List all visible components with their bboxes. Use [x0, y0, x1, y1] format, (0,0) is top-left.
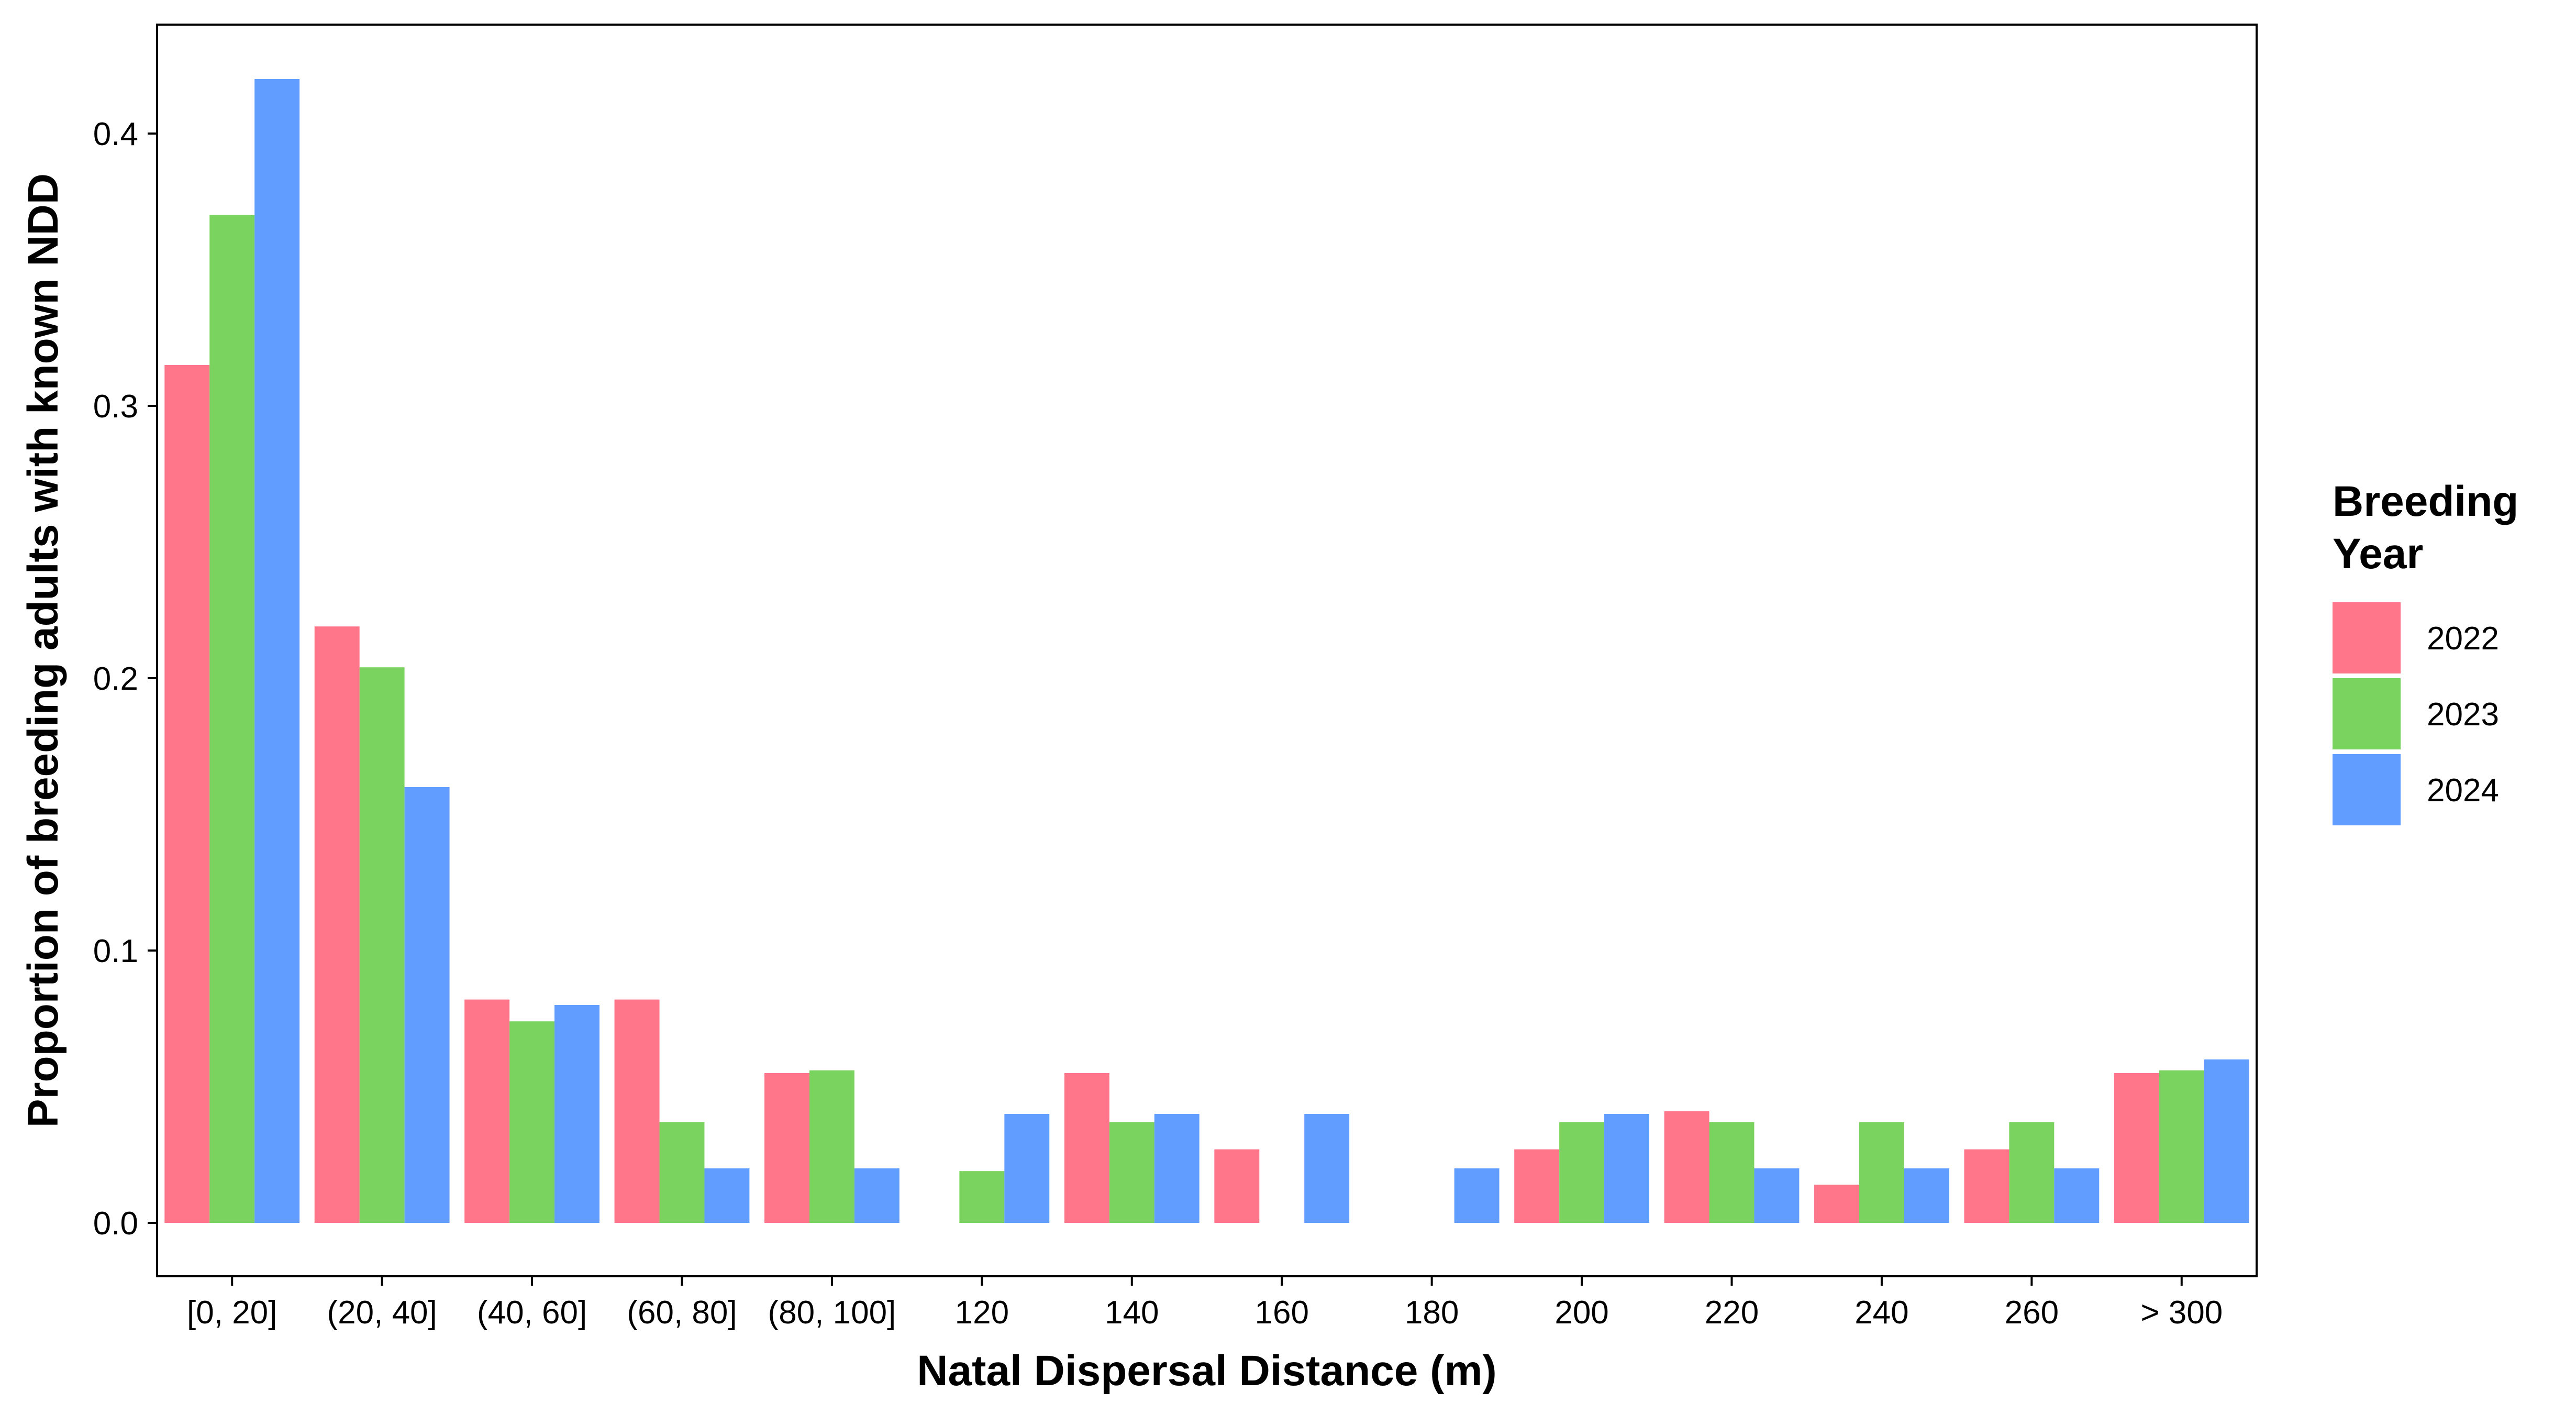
x-tick-label: (80, 100] [768, 1295, 896, 1331]
x-tick-label: > 300 [2140, 1295, 2223, 1331]
y-axis-title: Proportion of breeding adults with known… [19, 173, 67, 1128]
x-tick-label: (60, 80] [627, 1295, 737, 1331]
x-tick-label: 200 [1555, 1295, 1608, 1331]
bar-2023-4 [659, 1122, 705, 1223]
bar-2022-12 [1814, 1185, 1859, 1223]
bar-2024-14 [2204, 1059, 2249, 1223]
y-tick-label: 0.4 [93, 116, 138, 152]
x-tick-label: 260 [2005, 1295, 2059, 1331]
y-tick-label: 0.0 [93, 1206, 138, 1242]
bar-2024-4 [704, 1168, 750, 1223]
x-tick-label: 220 [1705, 1295, 1759, 1331]
legend-title-line-1: Breeding [2333, 478, 2518, 525]
bar-2024-8 [1304, 1114, 1350, 1223]
bar-2024-5 [854, 1168, 900, 1223]
y-axis: 0.0 0.1 0.2 0.3 0.4 [93, 116, 157, 1242]
bar-2024-2 [404, 787, 450, 1223]
bar-2023-7 [1109, 1122, 1154, 1223]
x-tick-label: 160 [1254, 1295, 1308, 1331]
bar-2022-4 [614, 999, 660, 1223]
bar-2022-10 [1514, 1149, 1560, 1223]
bar-2023-10 [1559, 1122, 1605, 1223]
legend-title-line-2: Year [2333, 530, 2423, 578]
bar-2024-10 [1604, 1114, 1649, 1223]
bar-2024-12 [1904, 1168, 1949, 1223]
x-tick-label: (40, 60] [477, 1295, 587, 1331]
x-axis: [0, 20] (20, 40] (40, 60] (60, 80] (80, 100]… [187, 1276, 2223, 1331]
bar-2022-2 [314, 626, 360, 1223]
x-tick-label: [0, 20] [187, 1295, 277, 1331]
bar-2022-14 [2114, 1073, 2159, 1223]
bar-2022-5 [764, 1073, 809, 1223]
bar-2023-1 [209, 215, 255, 1223]
bar-2024-9 [1454, 1168, 1500, 1223]
bar-2022-13 [1964, 1149, 2009, 1223]
bar-2024-6 [1004, 1114, 1050, 1223]
legend-key-2024 [2333, 754, 2401, 825]
bar-2022-8 [1214, 1149, 1260, 1223]
legend-label-2023: 2023 [2427, 697, 2499, 733]
legend: Breeding Year 2022 2023 2024 [2333, 478, 2518, 825]
bar-2024-13 [2054, 1168, 2100, 1223]
bar-2023-3 [509, 1021, 555, 1223]
x-tick-label: (20, 40] [327, 1295, 437, 1331]
bar-2023-12 [1859, 1122, 1904, 1223]
bar-2023-5 [809, 1070, 854, 1223]
bar-2024-11 [1754, 1168, 1800, 1223]
legend-key-2022 [2333, 602, 2401, 673]
x-tick-label: 140 [1105, 1295, 1159, 1331]
bar-2024-7 [1154, 1114, 1200, 1223]
bar-2022-3 [464, 999, 510, 1223]
bar-2023-14 [2159, 1070, 2204, 1223]
bar-2023-13 [2009, 1122, 2055, 1223]
bar-2023-11 [1709, 1122, 1755, 1223]
bar-2022-7 [1064, 1073, 1109, 1223]
bar-2022-11 [1664, 1111, 1709, 1223]
legend-label-2024: 2024 [2427, 772, 2499, 809]
y-tick-label: 0.3 [93, 389, 138, 425]
x-tick-label: 240 [1855, 1295, 1908, 1331]
plot-border [156, 24, 2258, 1277]
x-axis-title: Natal Dispersal Distance (m) [917, 1347, 1496, 1395]
bar-2023-6 [959, 1171, 1005, 1223]
bar-2022-1 [164, 365, 210, 1223]
bars-layer [164, 79, 2249, 1223]
x-tick-label: 180 [1405, 1295, 1459, 1331]
legend-key-2023 [2333, 678, 2401, 749]
bar-2024-3 [554, 1005, 599, 1223]
y-tick-label: 0.2 [93, 661, 138, 697]
legend-label-2022: 2022 [2427, 621, 2499, 657]
x-tick-label: 120 [955, 1295, 1009, 1331]
bar-2024-1 [254, 79, 300, 1223]
bar-2023-2 [359, 667, 405, 1223]
y-tick-label: 0.1 [93, 933, 138, 969]
